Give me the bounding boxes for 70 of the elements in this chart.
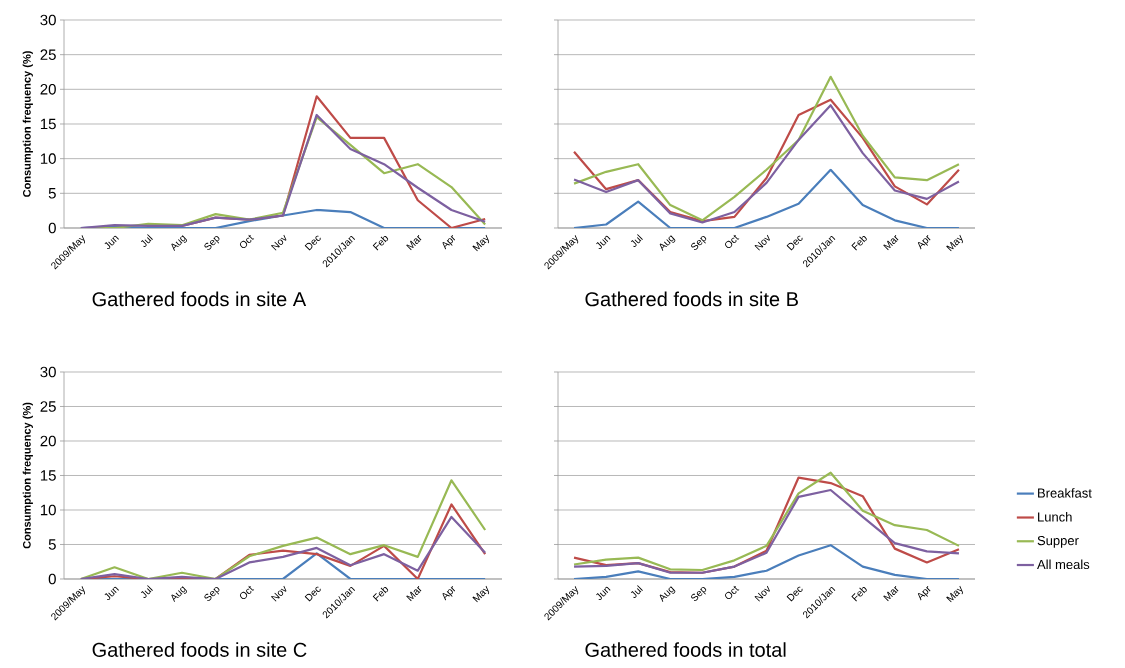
- x-tick-label: Oct: [725, 234, 740, 249]
- x-tick-label: Jul: [140, 234, 153, 247]
- x-tick-label: Feb: [851, 587, 867, 602]
- line-series: [79, 479, 487, 579]
- y-tick-label: 25: [40, 49, 56, 60]
- x-tick-label: Feb: [851, 236, 867, 251]
- x-tick-label: Aug: [659, 586, 676, 603]
- y-axis-title: Consumption frequency (%): [22, 51, 33, 197]
- y-tick-label: 30: [40, 366, 56, 378]
- legend-label: Lunch: [1038, 512, 1072, 522]
- x-tick-label: Mar: [883, 585, 899, 602]
- text: Gathered foods in total: [585, 642, 786, 657]
- y-axis-title: Consumption frequency (%): [22, 402, 33, 549]
- x-tick-label: Jun: [104, 235, 119, 250]
- y-tick-label: 15: [40, 470, 56, 481]
- x-tick-label: Mar: [406, 585, 422, 602]
- x-tick-label: Apr: [442, 585, 456, 601]
- y-tick-label: 5: [48, 539, 56, 550]
- y-tick-label: 5: [48, 188, 56, 199]
- y-tick-label: 0: [48, 573, 56, 585]
- x-tick-label: May: [946, 585, 963, 603]
- legend-label: Breakfast: [1038, 488, 1092, 498]
- x-tick-label: Mar: [883, 234, 899, 251]
- x-tick-label: Aug: [659, 235, 676, 252]
- x-tick-label: Apr: [917, 234, 931, 250]
- x-tick-label: Sep: [691, 235, 707, 251]
- x-tick-label: Dec: [304, 235, 321, 251]
- y-tick-label: 25: [40, 401, 56, 412]
- text: Gathered foods in site C: [92, 642, 307, 657]
- x-tick-label: Nov: [271, 585, 287, 602]
- x-tick-label: Oct: [239, 585, 255, 600]
- y-tick-label: 30: [40, 14, 56, 26]
- y-tick-label: 20: [40, 435, 56, 447]
- x-tick-label: Nov: [271, 234, 287, 251]
- x-tick-label: Sep: [204, 586, 220, 602]
- x-tick-label: Dec: [786, 235, 803, 251]
- x-tick-label: Dec: [786, 586, 803, 602]
- x-tick-label: Nov: [754, 585, 770, 602]
- x-tick-label: Aug: [171, 235, 187, 252]
- x-tick-label: May: [946, 234, 963, 252]
- y-tick-label: 10: [40, 504, 56, 516]
- x-tick-label: Oct: [725, 585, 740, 600]
- text: Gathered foods in site A: [92, 291, 307, 307]
- x-tick-label: Feb: [372, 236, 389, 251]
- x-tick-label: Oct: [239, 234, 255, 249]
- x-tick-label: May: [472, 234, 490, 252]
- y-tick-label: 0: [48, 222, 56, 234]
- y-tick-label: 15: [40, 118, 56, 130]
- y-tick-label: 20: [40, 84, 56, 95]
- text: Gathered foods in site B: [585, 291, 798, 307]
- x-tick-label: Apr: [917, 585, 931, 601]
- x-tick-label: Aug: [171, 586, 187, 603]
- x-tick-label: Sep: [204, 235, 220, 251]
- x-tick-label: Jul: [630, 234, 643, 247]
- x-tick-label: Jul: [140, 585, 153, 598]
- x-tick-label: Jun: [596, 235, 611, 250]
- x-tick-label: Sep: [691, 586, 707, 602]
- x-tick-label: May: [472, 585, 490, 603]
- x-tick-label: Jul: [630, 585, 643, 598]
- x-tick-label: Nov: [754, 234, 770, 251]
- x-tick-label: Jun: [596, 586, 611, 601]
- line-series: [79, 515, 487, 579]
- x-tick-label: Dec: [304, 586, 321, 602]
- x-tick-label: Feb: [372, 587, 389, 602]
- y-tick-label: 10: [40, 153, 56, 164]
- x-tick-label: Apr: [442, 234, 456, 250]
- legend-label: Supper: [1037, 535, 1079, 548]
- x-tick-label: Mar: [406, 234, 422, 251]
- legend-label: All meals: [1037, 559, 1090, 570]
- x-tick-label: Jun: [104, 586, 119, 601]
